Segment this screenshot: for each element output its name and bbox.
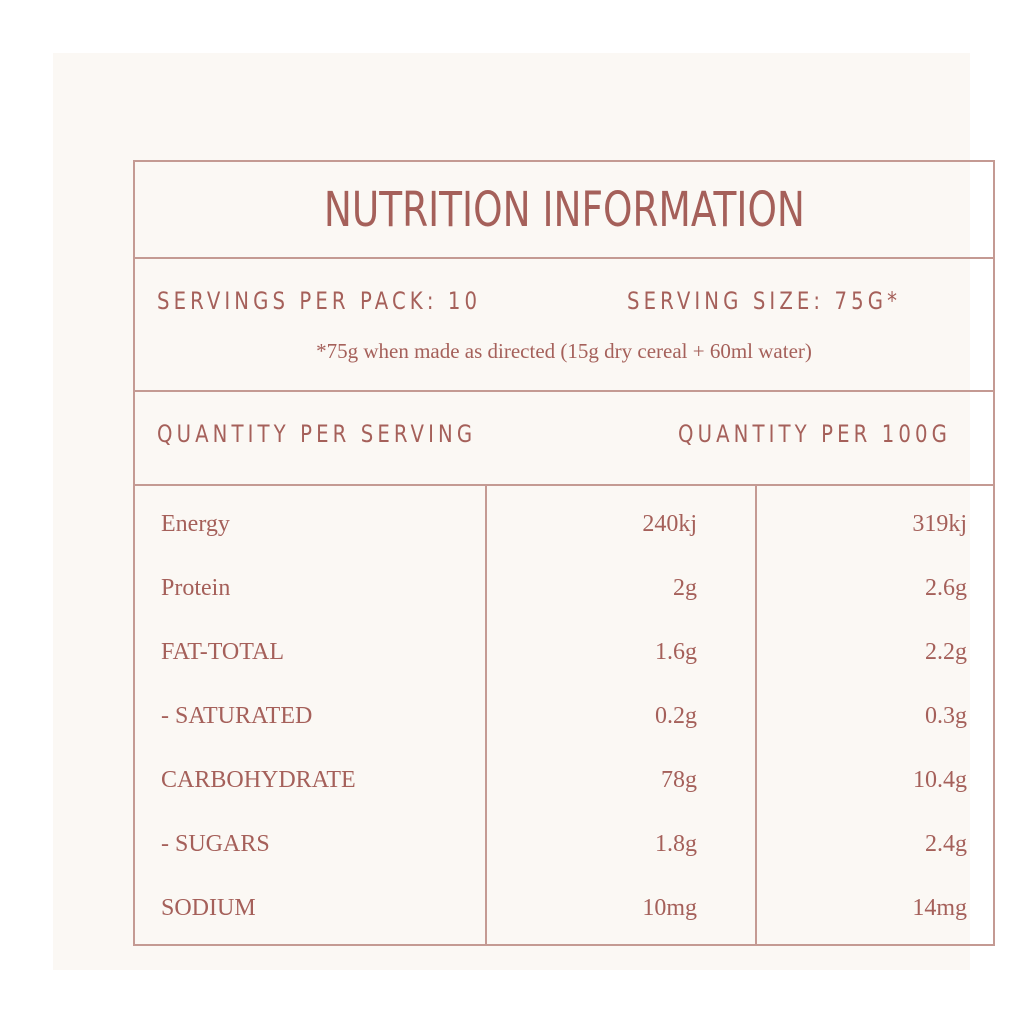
column-divider <box>485 484 487 944</box>
value-per-serving: 240kj <box>642 511 697 537</box>
page-title: NUTRITION INFORMATION <box>323 181 805 238</box>
value-per-100g: 0.3g <box>925 703 967 729</box>
column-divider <box>755 484 757 944</box>
serving-size: SERVING SIZE: 75G* <box>627 287 902 315</box>
title-row: NUTRITION INFORMATION <box>135 162 993 259</box>
nutrient-label: Energy <box>161 511 230 537</box>
value-per-100g: 2.2g <box>925 639 967 665</box>
value-per-serving: 2g <box>673 575 697 601</box>
table-row: FAT-TOTAL 1.6g 2.2g <box>135 634 993 698</box>
value-per-serving: 0.2g <box>655 703 697 729</box>
value-per-100g: 14mg <box>912 895 967 921</box>
table-row: - SUGARS 1.8g 2.4g <box>135 826 993 890</box>
label-panel: NUTRITION INFORMATION SERVINGS PER PACK:… <box>53 53 995 970</box>
header-per-serving: QUANTITY PER SERVING <box>157 420 477 448</box>
value-per-100g: 2.6g <box>925 575 967 601</box>
table-row: SODIUM 10mg 14mg <box>135 890 993 954</box>
table-row: Energy 240kj 319kj <box>135 506 993 570</box>
serving-note: *75g when made as directed (15g dry cere… <box>316 339 812 363</box>
value-per-serving: 1.8g <box>655 831 697 857</box>
servings-per-pack: SERVINGS PER PACK: 10 <box>157 287 482 315</box>
value-per-100g: 10.4g <box>913 767 967 793</box>
nutrient-label: SODIUM <box>161 895 256 921</box>
nutrient-label: Protein <box>161 575 231 601</box>
nutrient-label: CARBOHYDRATE <box>161 767 356 793</box>
quantity-header-row: QUANTITY PER SERVING QUANTITY PER 100G <box>135 390 993 486</box>
nutrient-label: FAT-TOTAL <box>161 639 284 665</box>
servings-row: SERVINGS PER PACK: 10 SERVING SIZE: 75G*… <box>135 257 993 392</box>
nutrient-label: - SUGARS <box>161 831 270 857</box>
table-row: CARBOHYDRATE 78g 10.4g <box>135 762 993 826</box>
value-per-100g: 2.4g <box>925 831 967 857</box>
nutrition-table-box: NUTRITION INFORMATION SERVINGS PER PACK:… <box>133 160 995 946</box>
nutrient-table: Energy 240kj 319kj Protein 2g 2.6g FAT-T… <box>135 484 993 944</box>
header-per-100g: QUANTITY PER 100G <box>678 420 951 448</box>
value-per-serving: 10mg <box>642 895 697 921</box>
table-row: Protein 2g 2.6g <box>135 570 993 634</box>
nutrient-label: - SATURATED <box>161 703 313 729</box>
value-per-serving: 1.6g <box>655 639 697 665</box>
table-row: - SATURATED 0.2g 0.3g <box>135 698 993 762</box>
value-per-serving: 78g <box>661 767 697 793</box>
value-per-100g: 319kj <box>912 511 967 537</box>
